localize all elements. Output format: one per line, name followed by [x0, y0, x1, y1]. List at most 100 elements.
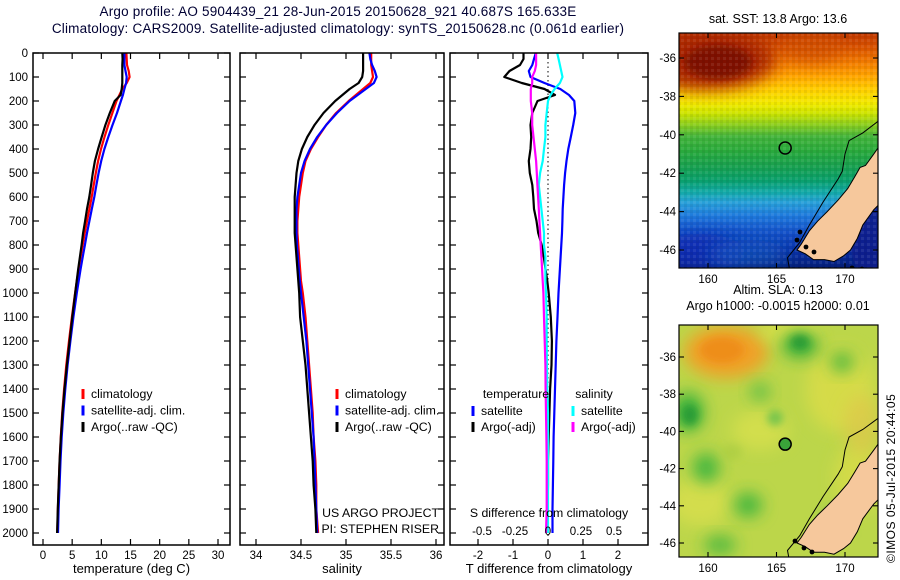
- legend-label: satellite: [481, 404, 523, 418]
- series-argo-raw-qc: [56, 53, 124, 534]
- depth-tick-label: 1800: [2, 480, 28, 492]
- sla-map-subtitle: Argo h1000: -0.0015 h2000: 0.01: [686, 299, 870, 313]
- depth-tick-label: 1600: [2, 432, 28, 444]
- legend-label: climatology: [345, 387, 407, 401]
- depth-tick-label: 900: [9, 264, 28, 276]
- depth-tick-label: 700: [9, 216, 28, 228]
- x-tick-label: 10: [95, 550, 108, 562]
- depth-tick-label: 500: [9, 168, 28, 180]
- x-tick-label: 1: [580, 550, 586, 562]
- plot-frame: [239, 52, 445, 546]
- map-lon-tick-label: 170: [835, 274, 854, 286]
- field-blob: [830, 352, 854, 372]
- x-tick-label: 15: [124, 550, 137, 562]
- x-tick-label: 35.5: [380, 550, 402, 562]
- field-blob: [682, 405, 698, 425]
- cloud-speck: [859, 266, 865, 268]
- x-tick-label: -2: [473, 550, 483, 562]
- x-tick-label: -1: [508, 550, 518, 562]
- depth-tick-label: 1100: [3, 312, 28, 324]
- temperature-profile-plot: 0 5 10 15 20 25 300100200300400500600700800900…: [2, 48, 231, 562]
- x-tick-label: 0: [545, 550, 551, 562]
- plot-frame: [449, 52, 649, 546]
- map-lon-tick-label: 160: [698, 274, 717, 286]
- depth-tick-label: 800: [9, 240, 28, 252]
- x-tick-label: 35: [340, 550, 353, 562]
- map-lat-tick-label: -46: [659, 245, 676, 257]
- x-tick-label: 36: [430, 550, 443, 562]
- salinity-profile-plot: 34 34.5 35 35.5 36 climatology satellite-adj. …: [239, 52, 445, 562]
- s-tick-label: -0.5: [472, 526, 492, 538]
- field-blob: [679, 478, 730, 526]
- s-tick-label: 0.25: [570, 526, 592, 538]
- depth-tick-label: 100: [9, 72, 28, 84]
- plot-frame: [32, 52, 231, 546]
- depth-tick-label: 200: [9, 96, 28, 108]
- map-frame: [678, 32, 879, 269]
- series-t-satellite: [527, 53, 577, 533]
- series-satellite-adj-clim: [56, 53, 128, 534]
- depth-tick-label: 2000: [2, 528, 28, 540]
- map-lat-tick-label: -36: [659, 352, 676, 364]
- argo-float-marker: [778, 141, 792, 155]
- t-difference-axis-label: T difference from climatology: [465, 561, 633, 576]
- s-tick-label: 0: [545, 526, 551, 538]
- series-t-argo-minus-adj: [503, 53, 557, 534]
- cloud-speck: [794, 237, 800, 243]
- legend-label: Argo(-adj): [481, 420, 536, 434]
- map-lat-tick-label: -36: [659, 53, 676, 65]
- map-lon-tick-label: 160: [698, 563, 717, 575]
- depth-tick-label: 1000: [2, 288, 28, 300]
- depth-tick-label: 300: [9, 120, 28, 132]
- depth-tick-label: 400: [9, 144, 28, 156]
- depth-tick-label: 1400: [2, 384, 28, 396]
- depth-tick-label: 0: [22, 48, 28, 60]
- map-lat-tick-label: -42: [659, 464, 676, 476]
- depth-tick-label: 600: [9, 192, 28, 204]
- x-tick-label: 34: [250, 550, 263, 562]
- cloud-speck: [811, 249, 817, 255]
- depth-tick-label: 1300: [2, 360, 28, 372]
- sla-map-title: Altim. SLA: 0.13: [733, 283, 823, 297]
- imos-credit: ©IMOS 05-Jul-2015 20:44:05: [884, 393, 898, 563]
- map-lon-tick-label: 170: [835, 563, 854, 575]
- argo-float-marker: [778, 437, 792, 451]
- page-title: Argo profile: AO 5904439_21 28-Jun-2015 …: [99, 4, 577, 19]
- x-tick-label: 20: [153, 550, 166, 562]
- project-annotation: US ARGO PROJECT: [322, 506, 439, 520]
- x-tick-label: 25: [182, 550, 195, 562]
- nz-south-island-landmass: [796, 147, 878, 263]
- legend-label: Argo(..raw -QC): [345, 420, 432, 434]
- legend-label: satellite-adj. clim.: [91, 404, 185, 418]
- nz-south-island-landmass: [796, 443, 878, 555]
- map-lat-tick-label: -38: [659, 389, 676, 401]
- legend-label: climatology: [91, 387, 153, 401]
- depth-tick-label: 1200: [2, 336, 28, 348]
- map-frame: [678, 324, 879, 558]
- map-lat-tick-label: -44: [659, 501, 676, 513]
- sst-map: 160 165 170 -36 -38 -40 -42 -44 -46: [659, 32, 879, 286]
- series-climatology: [296, 53, 375, 534]
- series-climatology: [56, 53, 131, 534]
- cloud-speck: [809, 549, 815, 555]
- field-blob: [750, 383, 770, 401]
- field-blob: [767, 410, 783, 426]
- map-lat-tick-label: -46: [659, 538, 676, 550]
- map-lon-tick-label: 165: [767, 563, 786, 575]
- field-blob: [700, 337, 744, 363]
- field-blob: [704, 536, 736, 554]
- s-tick-label: 0.5: [606, 526, 622, 538]
- map-lat-tick-label: -40: [659, 130, 676, 142]
- map-lat-tick-label: -42: [659, 168, 676, 180]
- legend-label: satellite: [581, 404, 623, 418]
- depth-tick-label: 1900: [2, 504, 28, 516]
- legend-label: Argo(..raw -QC): [91, 420, 178, 434]
- series-s-argo-minus-adj: [529, 53, 548, 534]
- s-tick-label: -0.25: [502, 526, 528, 538]
- s-axis-label: S difference from climatology: [470, 506, 629, 520]
- x-tick-label: 5: [69, 550, 75, 562]
- field-blob: [791, 335, 809, 349]
- legend-header: salinity: [575, 387, 613, 401]
